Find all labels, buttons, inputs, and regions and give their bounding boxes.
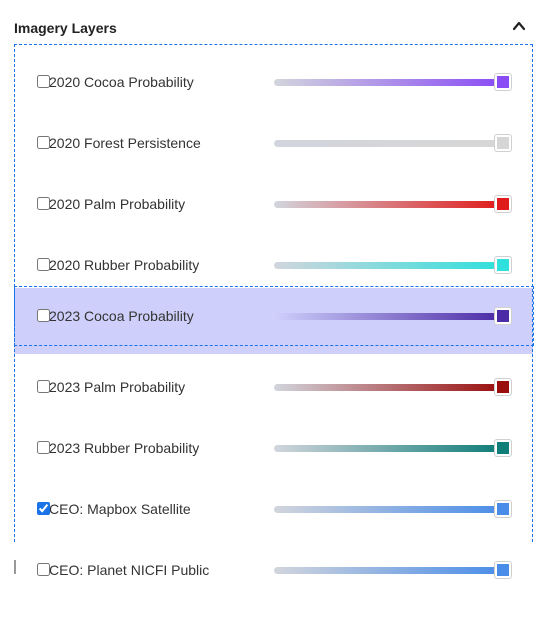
opacity-slider-handle[interactable] xyxy=(495,257,511,273)
layer-label: 2020 Forest Persistence xyxy=(49,135,201,151)
layer-checkbox[interactable] xyxy=(37,258,50,271)
focus-outline xyxy=(14,286,534,346)
layer-checkbox[interactable] xyxy=(37,502,50,515)
layer-label: 2020 Rubber Probability xyxy=(49,257,200,273)
layer-label: CEO: Mapbox Satellite xyxy=(49,501,191,517)
layer-label: 2020 Cocoa Probability xyxy=(49,74,194,90)
layer-checkbox[interactable] xyxy=(37,197,50,210)
layer-row[interactable]: 2020 Rubber Probability xyxy=(22,250,522,280)
opacity-slider-handle[interactable] xyxy=(495,562,511,578)
layer-row[interactable]: CEO: Planet NICFI Public xyxy=(22,555,522,585)
row-highlight xyxy=(14,288,533,354)
opacity-slider-handle[interactable] xyxy=(495,196,511,212)
layer-checkbox[interactable] xyxy=(37,380,50,393)
opacity-slider-handle[interactable] xyxy=(495,501,511,517)
opacity-slider-handle[interactable] xyxy=(495,379,511,395)
layer-row[interactable]: 2020 Forest Persistence xyxy=(22,128,522,158)
opacity-slider-track[interactable] xyxy=(274,313,500,320)
chevron-up-icon[interactable] xyxy=(511,18,527,34)
opacity-slider-track[interactable] xyxy=(274,567,500,574)
opacity-slider-track[interactable] xyxy=(274,506,500,513)
layer-row[interactable]: 2023 Cocoa Probability xyxy=(22,301,522,331)
scroll-edge xyxy=(14,560,16,574)
layer-row[interactable]: CEO: Mapbox Satellite xyxy=(22,494,522,524)
layer-checkbox[interactable] xyxy=(37,441,50,454)
layer-checkbox[interactable] xyxy=(37,563,50,576)
opacity-slider-track[interactable] xyxy=(274,262,500,269)
layer-row[interactable]: 2020 Palm Probability xyxy=(22,189,522,219)
opacity-slider-handle[interactable] xyxy=(495,440,511,456)
layer-label: 2023 Cocoa Probability xyxy=(49,308,194,324)
panel-header: Imagery Layers xyxy=(14,18,531,40)
layer-label: 2023 Palm Probability xyxy=(49,379,186,395)
opacity-slider-handle[interactable] xyxy=(495,74,511,90)
layer-row[interactable]: 2023 Palm Probability xyxy=(22,372,522,402)
layer-checkbox[interactable] xyxy=(37,136,50,149)
opacity-slider-handle[interactable] xyxy=(495,135,511,151)
opacity-slider-track[interactable] xyxy=(274,140,500,147)
layer-label: 2020 Palm Probability xyxy=(49,196,186,212)
opacity-slider-track[interactable] xyxy=(274,79,500,86)
layer-row[interactable]: 2023 Rubber Probability xyxy=(22,433,522,463)
opacity-slider-track[interactable] xyxy=(274,201,500,208)
opacity-slider-track[interactable] xyxy=(274,384,500,391)
layer-label: 2023 Rubber Probability xyxy=(49,440,200,456)
layer-label: CEO: Planet NICFI Public xyxy=(49,562,210,578)
opacity-slider-handle[interactable] xyxy=(495,308,511,324)
panel-title: Imagery Layers xyxy=(14,20,117,36)
opacity-slider-track[interactable] xyxy=(274,445,500,452)
layer-checkbox[interactable] xyxy=(37,309,50,322)
layer-checkbox[interactable] xyxy=(37,75,50,88)
layer-row[interactable]: 2020 Cocoa Probability xyxy=(22,67,522,97)
